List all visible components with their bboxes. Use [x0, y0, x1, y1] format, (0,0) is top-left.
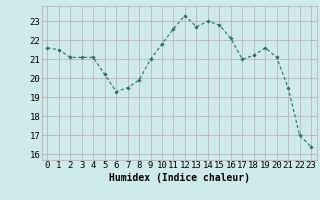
X-axis label: Humidex (Indice chaleur): Humidex (Indice chaleur): [109, 173, 250, 183]
